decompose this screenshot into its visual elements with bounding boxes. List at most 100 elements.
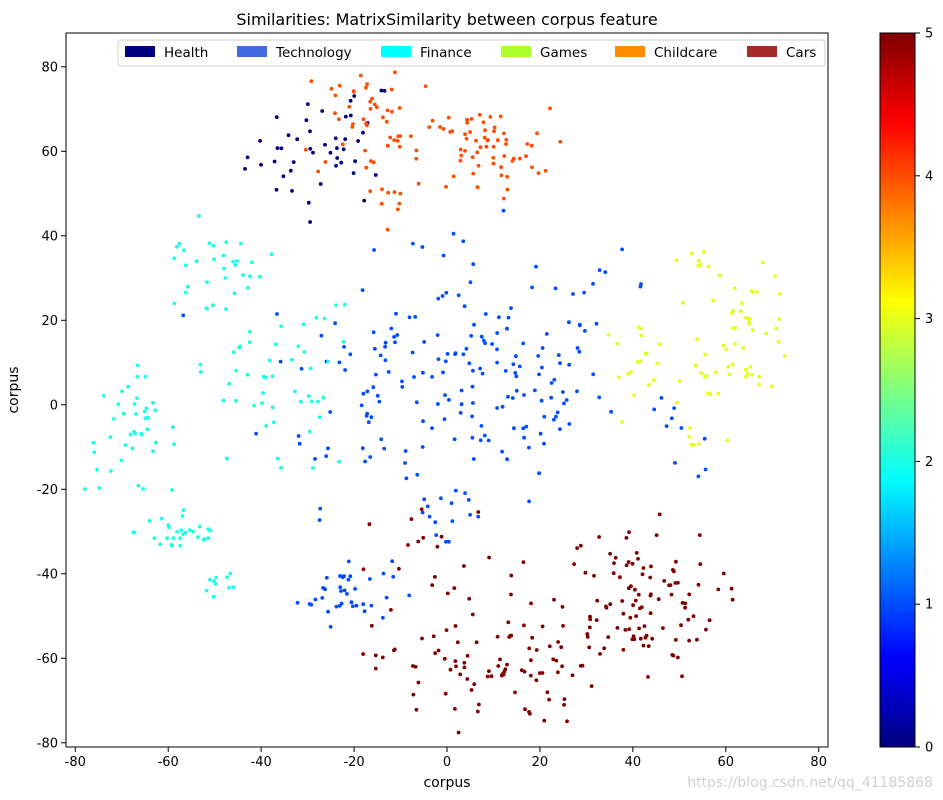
- point-technology: [375, 393, 380, 398]
- point-cars: [406, 543, 410, 547]
- point-technology: [521, 341, 526, 346]
- point-finance: [179, 528, 184, 532]
- point-cars: [630, 561, 635, 566]
- point-childcare: [368, 159, 373, 163]
- colorbar-gradient: [879, 32, 916, 748]
- point-finance: [123, 443, 128, 447]
- point-cars: [657, 512, 662, 517]
- point-games: [626, 372, 630, 376]
- point-cars: [611, 571, 616, 576]
- point-finance: [258, 274, 262, 279]
- point-cars: [656, 597, 661, 602]
- point-technology: [567, 362, 572, 367]
- point-childcare: [474, 138, 478, 143]
- point-technology: [443, 359, 448, 364]
- point-finance: [183, 290, 188, 295]
- point-cars: [729, 586, 734, 591]
- point-technology: [422, 497, 427, 502]
- point-cars: [676, 655, 680, 660]
- point-technology: [354, 603, 359, 608]
- point-technology: [403, 461, 407, 465]
- point-finance: [238, 344, 243, 349]
- point-finance: [185, 284, 190, 289]
- point-technology: [369, 415, 374, 420]
- point-cars: [606, 635, 611, 639]
- point-childcare: [483, 128, 487, 133]
- point-finance: [299, 399, 303, 404]
- point-technology: [517, 364, 522, 369]
- point-technology: [471, 262, 476, 267]
- point-cars: [361, 652, 365, 656]
- point-technology: [594, 321, 599, 326]
- point-finance: [111, 417, 116, 421]
- point-technology: [603, 270, 608, 274]
- point-finance: [342, 302, 347, 307]
- point-games: [739, 301, 744, 306]
- point-childcare: [398, 191, 403, 196]
- point-games: [743, 367, 748, 372]
- point-technology: [318, 506, 323, 511]
- point-technology: [552, 377, 557, 382]
- point-technology: [558, 427, 562, 431]
- point-cars: [615, 626, 620, 630]
- point-finance: [95, 467, 99, 472]
- point-cars: [430, 583, 435, 587]
- point-cars: [411, 664, 415, 668]
- point-cars: [676, 580, 680, 585]
- point-cars: [554, 658, 559, 663]
- legend-label-technology: Technology: [275, 45, 352, 61]
- point-cars: [585, 635, 590, 639]
- point-games: [644, 351, 649, 356]
- point-health: [308, 220, 312, 224]
- point-cars: [369, 623, 374, 628]
- point-games: [689, 442, 694, 447]
- point-childcare: [423, 84, 428, 89]
- point-technology: [583, 329, 587, 333]
- point-cars: [634, 551, 639, 555]
- legend-box: [117, 39, 826, 67]
- point-games: [632, 393, 636, 397]
- point-health: [290, 189, 294, 193]
- point-games: [738, 309, 743, 314]
- point-technology: [468, 512, 472, 517]
- point-childcare: [458, 147, 463, 152]
- point-games: [620, 420, 625, 424]
- point-cars: [637, 626, 641, 631]
- point-finance: [271, 420, 276, 425]
- point-technology: [374, 372, 378, 377]
- point-technology: [413, 315, 418, 319]
- point-childcare: [446, 115, 451, 120]
- point-technology: [360, 446, 365, 451]
- point-technology: [497, 315, 501, 320]
- point-childcare: [409, 134, 413, 139]
- point-technology: [372, 346, 377, 351]
- point-technology: [328, 624, 333, 629]
- point-technology: [471, 401, 475, 405]
- point-technology: [319, 333, 324, 338]
- point-technology: [444, 290, 449, 295]
- point-cars: [534, 678, 539, 683]
- point-cars: [421, 535, 426, 540]
- point-finance: [143, 374, 148, 379]
- point-technology: [313, 457, 317, 461]
- point-technology: [369, 603, 374, 608]
- point-games: [726, 364, 731, 369]
- point-technology: [337, 360, 342, 365]
- point-childcare: [329, 86, 334, 91]
- point-finance: [309, 399, 314, 404]
- point-finance: [307, 429, 312, 434]
- point-technology: [338, 574, 342, 578]
- point-technology: [412, 375, 416, 379]
- point-technology: [411, 241, 415, 246]
- point-technology: [439, 496, 443, 501]
- point-games: [725, 438, 730, 443]
- x-axis-ticks: -80 -60 -40 -20 0 20 40 60 80: [65, 747, 827, 770]
- point-cars: [562, 703, 566, 707]
- point-health: [362, 198, 367, 203]
- x-tick-label: -60: [158, 755, 179, 770]
- point-childcare: [358, 73, 363, 78]
- point-cars: [641, 643, 646, 648]
- point-technology: [696, 474, 701, 479]
- point-finance: [316, 399, 320, 404]
- point-childcare: [536, 171, 541, 176]
